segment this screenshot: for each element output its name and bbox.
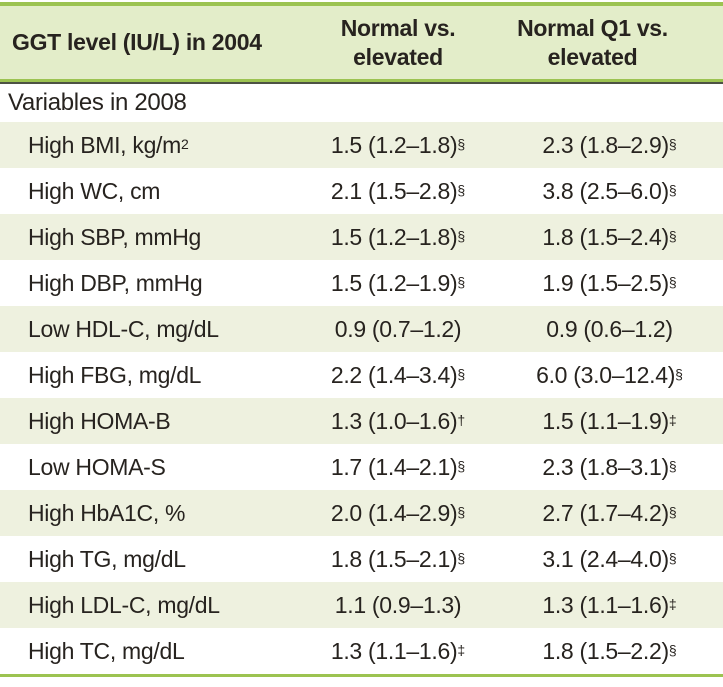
table-top-rule xyxy=(0,2,723,6)
header-normal-q1-vs-elevated: Normal Q1 vs. elevated xyxy=(496,6,723,79)
row-label: High SBP, mmHg xyxy=(0,214,300,260)
row-label: Low HDL-C, mg/dL xyxy=(0,306,300,352)
table-row: High TG, mg/dL 1.8 (1.5–2.1) § 3.1 (2.4–4… xyxy=(0,536,723,582)
value-text: 1.3 (1.1–1.6) xyxy=(542,591,669,618)
value-text: 3.8 (2.5–6.0) xyxy=(542,177,669,204)
row-value-normal: 1.3 (1.1–1.6) ‡ xyxy=(330,637,466,664)
value-text: 1.5 (1.2–1.8) xyxy=(330,131,458,158)
value-text: 1.3 (1.1–1.6) xyxy=(330,637,458,664)
row-label: High TG, mg/dL xyxy=(0,536,300,582)
row-label-text: High FBG, mg/dL xyxy=(28,361,202,388)
row-value-q1: 1.8 (1.5–2.4) § xyxy=(542,223,677,250)
value-text: 2.1 (1.5–2.8) xyxy=(330,177,458,204)
value-text: 2.3 (1.8–2.9) xyxy=(542,131,669,158)
table-bottom-rule xyxy=(0,674,723,677)
value-text: 6.0 (3.0–12.4) xyxy=(536,361,676,388)
table-row: High BMI, kg/m 2 1.5 (1.2–1.8) § 2.3 (1.8–… xyxy=(0,122,723,168)
value-text: 1.5 (1.2–1.8) xyxy=(330,223,458,250)
row-value-q1: 1.8 (1.5–2.2) § xyxy=(542,637,677,664)
table-row: High HbA1C, % 2.0 (1.4–2.9) § 2.7 (1.7–4.… xyxy=(0,490,723,536)
value-text: 0.9 (0.7–1.2) xyxy=(334,315,462,342)
row-label: Low HOMA-S xyxy=(0,444,300,490)
header-bottom-rule xyxy=(0,82,723,84)
header-ggt-level-text: GGT level (IU/L) in 2004 xyxy=(12,29,262,55)
value-text: 1.8 (1.5–2.1) xyxy=(330,545,458,572)
table-row: Low HOMA-S 1.7 (1.4–2.1) § 2.3 (1.8–3.1) § xyxy=(0,444,723,490)
value-text: 1.5 (1.2–1.9) xyxy=(330,269,458,296)
row-label-text: Low HOMA-S xyxy=(28,453,166,480)
header-normal-vs-elevated-text: Normal vs. elevated xyxy=(340,14,456,70)
table-row: High WC, cm 2.1 (1.5–2.8) § 3.8 (2.5–6.0)… xyxy=(0,168,723,214)
row-value-q1: 1.9 (1.5–2.5) § xyxy=(542,269,677,296)
value-text: 1.7 (1.4–2.1) xyxy=(330,453,458,480)
row-value-normal: 1.8 (1.5–2.1) § xyxy=(330,545,466,572)
row-label-text: High HbA1C, % xyxy=(28,499,186,526)
row-value-q1: 0.9 (0.6–1.2) xyxy=(496,306,723,352)
row-value-normal: 1.5 (1.2–1.8) § xyxy=(330,223,466,250)
row-label: High HbA1C, % xyxy=(0,490,300,536)
value-text: 2.0 (1.4–2.9) xyxy=(330,499,458,526)
row-label-text: High BMI, kg/m xyxy=(28,131,182,158)
value-text: 1.1 (0.9–1.3) xyxy=(334,591,462,618)
value-text: 0.9 (0.6–1.2) xyxy=(546,315,673,342)
row-value-q1: 3.8 (2.5–6.0) § xyxy=(542,177,677,204)
row-label-text: High DBP, mmHg xyxy=(28,269,203,296)
row-label: High TC, mg/dL xyxy=(0,628,300,674)
table-row: Low HDL-C, mg/dL 0.9 (0.7–1.2) 0.9 (0.6–… xyxy=(0,306,723,352)
value-text: 1.8 (1.5–2.4) xyxy=(542,223,669,250)
row-value-q1: 1.5 (1.1–1.9) ‡ xyxy=(542,407,677,434)
row-value-q1: 1.3 (1.1–1.6) ‡ xyxy=(542,591,677,618)
row-label: High HOMA-B xyxy=(0,398,300,444)
row-value-normal: 0.9 (0.7–1.2) xyxy=(300,306,496,352)
row-label-text: High WC, cm xyxy=(28,177,161,204)
row-value-q1: 3.1 (2.4–4.0) § xyxy=(542,545,677,572)
row-label: High DBP, mmHg xyxy=(0,260,300,306)
row-label-text: High TG, mg/dL xyxy=(28,545,186,572)
row-label: High LDL-C, mg/dL xyxy=(0,582,300,628)
row-value-q1: 2.3 (1.8–3.1) § xyxy=(542,453,677,480)
value-text: 2.3 (1.8–3.1) xyxy=(542,453,669,480)
table-row: High DBP, mmHg 1.5 (1.2–1.9) § 1.9 (1.5–2… xyxy=(0,260,723,306)
row-value-normal: 1.1 (0.9–1.3) xyxy=(300,582,496,628)
row-value-normal: 1.7 (1.4–2.1) § xyxy=(330,453,466,480)
section-header-text: Variables in 2008 xyxy=(8,89,187,116)
value-text: 1.5 (1.1–1.9) xyxy=(542,407,669,434)
header-normal-vs-elevated: Normal vs. elevated xyxy=(300,6,496,79)
row-label-text: High SBP, mmHg xyxy=(28,223,202,250)
value-text: 2.7 (1.7–4.2) xyxy=(542,499,669,526)
value-text: 1.3 (1.0–1.6) xyxy=(330,407,458,434)
value-text: 1.8 (1.5–2.2) xyxy=(542,637,669,664)
row-value-q1: 2.7 (1.7–4.2) § xyxy=(542,499,677,526)
row-value-normal: 2.1 (1.5–2.8) § xyxy=(330,177,466,204)
value-text: 3.1 (2.4–4.0) xyxy=(542,545,669,572)
row-value-normal: 1.3 (1.0–1.6) † xyxy=(330,407,466,434)
table-row: High TC, mg/dL 1.3 (1.1–1.6) ‡ 1.8 (1.5–2… xyxy=(0,628,723,674)
row-label-text: High HOMA-B xyxy=(28,407,171,434)
row-value-normal: 1.5 (1.2–1.9) § xyxy=(330,269,466,296)
value-text: 1.9 (1.5–2.5) xyxy=(542,269,669,296)
row-value-normal: 2.2 (1.4–3.4) § xyxy=(330,361,466,388)
row-label-text: High TC, mg/dL xyxy=(28,637,185,664)
row-value-q1: 2.3 (1.8–2.9) § xyxy=(542,131,677,158)
table-row: High LDL-C, mg/dL 1.1 (0.9–1.3) 1.3 (1.1… xyxy=(0,582,723,628)
row-label: High WC, cm xyxy=(0,168,300,214)
table-row: High SBP, mmHg 1.5 (1.2–1.8) § 1.8 (1.5–2… xyxy=(0,214,723,260)
row-value-normal: 1.5 (1.2–1.8) § xyxy=(330,131,466,158)
section-header: Variables in 2008 xyxy=(0,84,723,122)
row-value-q1: 6.0 (3.0–12.4) § xyxy=(536,361,683,388)
row-label-text: Low HDL-C, mg/dL xyxy=(28,315,219,342)
value-text: 2.2 (1.4–3.4) xyxy=(330,361,458,388)
table-row: High HOMA-B 1.3 (1.0–1.6) † 1.5 (1.1–1.9)… xyxy=(0,398,723,444)
header-normal-q1-vs-elevated-text: Normal Q1 vs. elevated xyxy=(517,14,668,70)
row-label: High FBG, mg/dL xyxy=(0,352,300,398)
header-ggt-level: GGT level (IU/L) in 2004 xyxy=(0,6,300,79)
row-value-normal: 2.0 (1.4–2.9) § xyxy=(330,499,466,526)
table-row: High FBG, mg/dL 2.2 (1.4–3.4) § 6.0 (3.0–… xyxy=(0,352,723,398)
row-label-text: High LDL-C, mg/dL xyxy=(28,591,220,618)
table-header-row: GGT level (IU/L) in 2004 Normal vs. elev… xyxy=(0,6,723,82)
row-label: High BMI, kg/m 2 xyxy=(28,131,189,158)
